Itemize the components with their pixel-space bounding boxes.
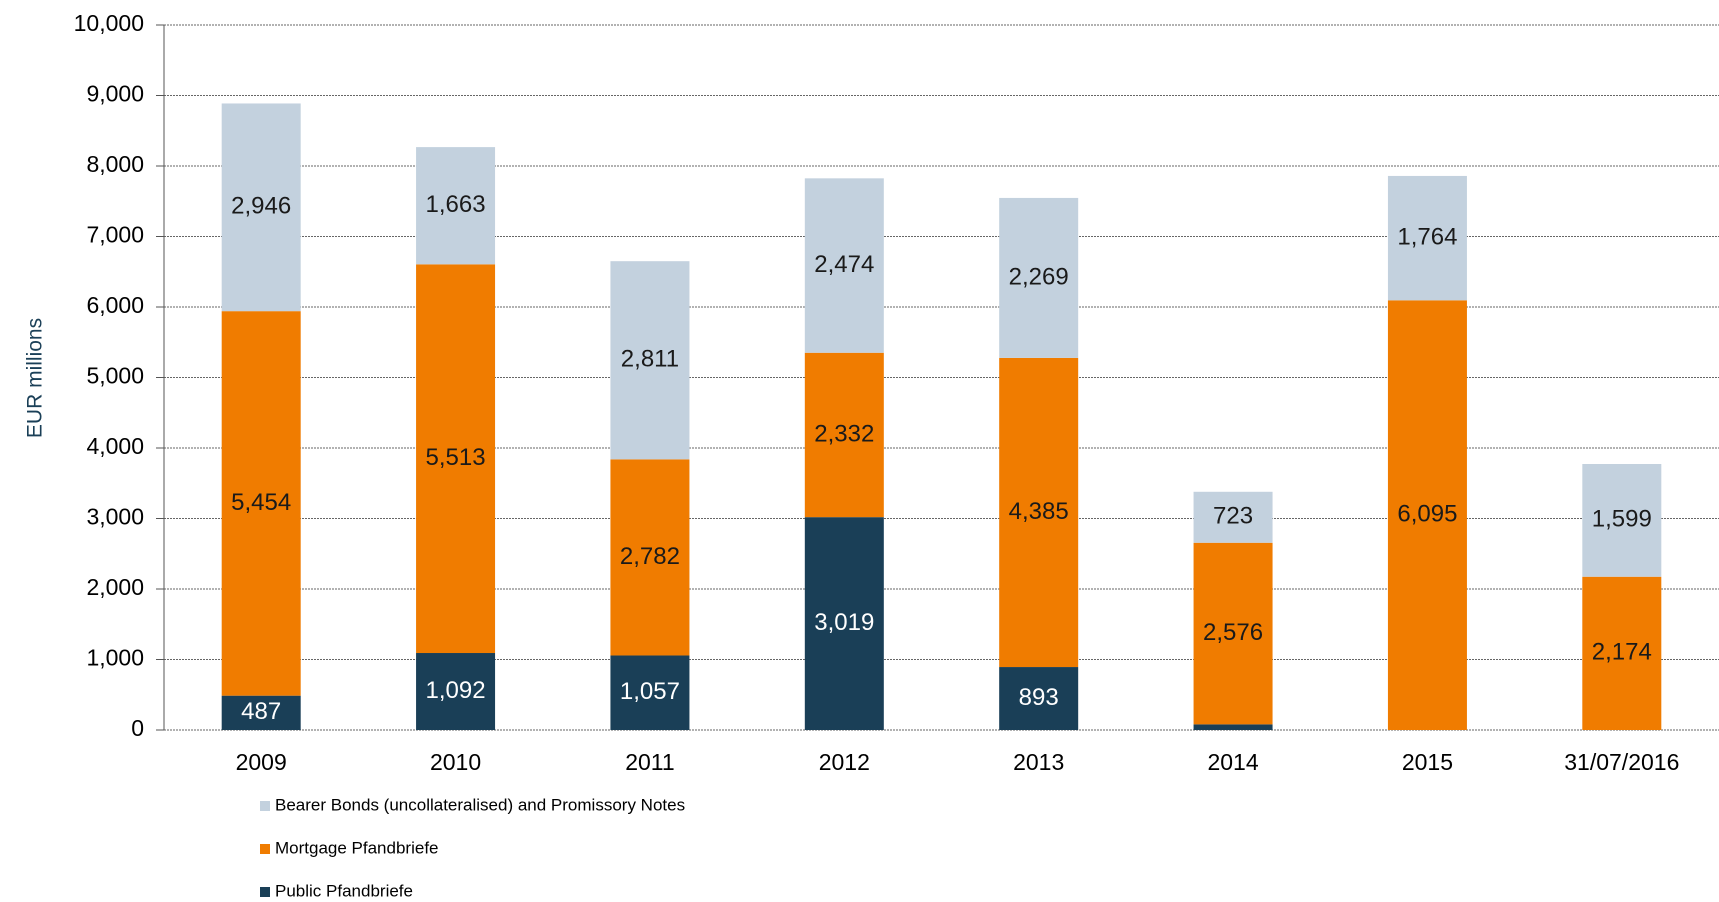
data-label: 2,576	[1203, 619, 1263, 646]
data-label: 2,269	[1009, 263, 1069, 290]
y-tick-label: 5,000	[86, 363, 144, 389]
data-label: 1,764	[1397, 223, 1457, 250]
data-label: 2,332	[814, 420, 874, 447]
y-tick-label: 9,000	[86, 81, 144, 107]
data-label: 2,474	[814, 251, 874, 278]
bar-segment	[804, 517, 884, 730]
bar-segment	[999, 197, 1079, 358]
data-label: 1,599	[1592, 506, 1652, 533]
x-tick-label: 2012	[819, 749, 870, 775]
y-tick-label: 8,000	[86, 151, 144, 177]
legend-swatch	[260, 844, 270, 854]
bar-segment	[610, 655, 690, 730]
bar-segment	[610, 261, 690, 460]
bar-segment	[1387, 300, 1467, 730]
data-label: 1,663	[426, 191, 486, 218]
x-tick-label: 2013	[1013, 749, 1064, 775]
bar-segment	[1193, 724, 1273, 730]
x-tick-label: 2015	[1402, 749, 1453, 775]
data-label: 723	[1213, 503, 1253, 530]
y-tick-label: 7,000	[86, 222, 144, 248]
y-tick-label: 1,000	[86, 645, 144, 671]
bar-segment	[221, 103, 301, 312]
data-label: 487	[241, 698, 281, 725]
bar-segment	[1193, 542, 1273, 725]
x-tick-label: 31/07/2016	[1564, 749, 1679, 775]
y-tick-label: 3,000	[86, 504, 144, 530]
bar-segment	[221, 311, 301, 696]
x-tick-label: 2014	[1207, 749, 1258, 775]
bar-segment	[610, 459, 690, 656]
x-tick-label: 2009	[236, 749, 287, 775]
bar-segment	[221, 695, 301, 730]
legend-label: Bearer Bonds (uncollateralised) and Prom…	[275, 795, 685, 814]
bar-segment	[1582, 464, 1662, 577]
data-label: 2,811	[621, 346, 679, 373]
bar-segment	[416, 264, 496, 654]
bar-segment	[999, 357, 1079, 668]
bar-segment	[804, 352, 884, 518]
data-label: 5,513	[426, 444, 486, 471]
bar-segment	[1193, 491, 1273, 543]
data-label: 2,782	[620, 543, 680, 570]
y-tick-label: 10,000	[74, 10, 144, 36]
legend-swatch	[260, 887, 270, 897]
data-label: 1,092	[426, 677, 486, 704]
data-label: 1,057	[620, 678, 680, 705]
x-tick-label: 2011	[625, 749, 674, 775]
data-label: 2,174	[1592, 639, 1652, 666]
bar-segment	[1387, 175, 1467, 301]
y-tick-label: 6,000	[86, 292, 144, 318]
data-label: 6,095	[1397, 500, 1457, 527]
data-label: 2,946	[231, 193, 291, 220]
x-tick-label: 2010	[430, 749, 481, 775]
data-label: 4,385	[1009, 498, 1069, 525]
legend-swatch	[260, 801, 270, 811]
data-label: 3,019	[814, 609, 874, 636]
bar-segment	[1582, 576, 1662, 730]
data-label: 893	[1019, 684, 1059, 711]
bar-segment	[416, 147, 496, 265]
bar-segment	[804, 178, 884, 353]
legend-label: Mortgage Pfandbriefe	[275, 838, 439, 857]
y-tick-label: 0	[131, 715, 144, 741]
data-label: 5,454	[231, 489, 291, 516]
y-tick-label: 4,000	[86, 433, 144, 459]
bar-segment	[416, 653, 496, 730]
legend-label: Public Pfandbriefe	[275, 881, 413, 900]
y-tick-label: 2,000	[86, 574, 144, 600]
bar-segment	[999, 667, 1079, 730]
y-axis-label: EUR millions	[24, 318, 47, 438]
